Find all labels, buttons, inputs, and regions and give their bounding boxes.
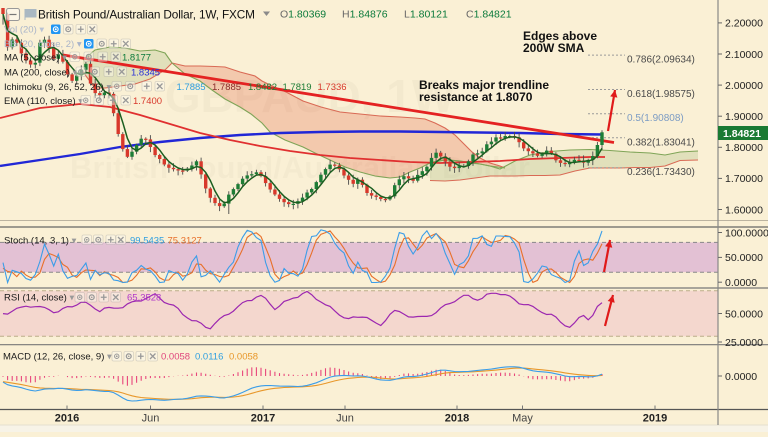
svg-text:EMA (110, close) ▾: EMA (110, close) ▾ [4, 96, 83, 107]
svg-text:2019: 2019 [643, 413, 667, 425]
svg-text:75.3127: 75.3127 [168, 236, 202, 247]
svg-text:1.90000: 1.90000 [725, 111, 763, 123]
svg-text:0.0058: 0.0058 [161, 352, 190, 363]
svg-text:Stoch (14, 3, 1) ▾: Stoch (14, 3, 1) ▾ [4, 236, 77, 247]
svg-text:1.7336: 1.7336 [318, 82, 347, 93]
svg-text:1.7400: 1.7400 [133, 96, 162, 107]
svg-text:1.7819: 1.7819 [283, 82, 312, 93]
svg-text:RSI (14, close) ▾: RSI (14, close) ▾ [4, 293, 74, 304]
svg-text:99.5435: 99.5435 [130, 236, 164, 247]
svg-text:50.0000: 50.0000 [725, 308, 763, 320]
svg-text:Vol (20) ▾: Vol (20) ▾ [4, 25, 44, 36]
svg-text:2.00000: 2.00000 [725, 80, 763, 92]
svg-text:Edges above: Edges above [523, 29, 597, 43]
svg-text:Breaks major trendline: Breaks major trendline [419, 78, 549, 92]
svg-text:O1.80369: O1.80369 [280, 9, 326, 21]
svg-text:British Pound/Australian Dolla: British Pound/Australian Dollar, 1W, FXC… [38, 8, 255, 22]
svg-text:2017: 2017 [251, 413, 275, 425]
svg-text:1.84821: 1.84821 [723, 128, 761, 140]
svg-text:2016: 2016 [55, 413, 79, 425]
svg-text:0.0000: 0.0000 [725, 371, 757, 383]
svg-text:0.786(2.09634): 0.786(2.09634) [627, 55, 695, 66]
svg-text:2018: 2018 [445, 413, 469, 425]
svg-text:1.60000: 1.60000 [725, 204, 763, 216]
svg-text:H1.84876: H1.84876 [342, 9, 388, 21]
svg-text:0.0116: 0.0116 [195, 352, 223, 363]
svg-text:1.70000: 1.70000 [725, 173, 763, 185]
svg-text:0.382(1.83041): 0.382(1.83041) [627, 137, 695, 148]
svg-text:0.618(1.98575): 0.618(1.98575) [627, 89, 695, 100]
svg-text:resistance at 1.8070: resistance at 1.8070 [419, 90, 533, 104]
svg-text:MACD (12, 26, close, 9) ▾: MACD (12, 26, close, 9) ▾ [3, 352, 112, 363]
svg-text:1.8177: 1.8177 [122, 53, 151, 64]
svg-text:1.80000: 1.80000 [725, 142, 763, 154]
svg-text:0.0058: 0.0058 [229, 352, 258, 363]
svg-text:Jun: Jun [336, 413, 354, 425]
svg-text:1.8482: 1.8482 [248, 82, 277, 93]
svg-text:L1.80121: L1.80121 [404, 9, 448, 21]
svg-text:25.0000: 25.0000 [725, 337, 763, 349]
svg-text:C1.84821: C1.84821 [466, 9, 512, 21]
svg-text:1.8345: 1.8345 [131, 68, 160, 79]
svg-text:50.0000: 50.0000 [725, 252, 763, 264]
svg-text:100.0000: 100.0000 [725, 227, 768, 239]
svg-text:Jun: Jun [142, 413, 160, 425]
svg-text:200W SMA: 200W SMA [523, 41, 585, 55]
svg-text:BB (20, close, 2) ▾: BB (20, close, 2) ▾ [4, 39, 82, 50]
svg-text:May: May [512, 413, 533, 425]
svg-text:MA (5, close) ▾: MA (5, close) ▾ [4, 53, 67, 64]
svg-text:0.236(1.73430): 0.236(1.73430) [627, 167, 695, 178]
svg-text:1.7885: 1.7885 [177, 82, 206, 93]
svg-text:MA (200, close) ▾: MA (200, close) ▾ [4, 68, 78, 79]
svg-text:Ichimoku (9, 26, 52, 26) ▾: Ichimoku (9, 26, 52, 26) ▾ [4, 82, 111, 93]
svg-text:1.7885: 1.7885 [212, 82, 241, 93]
svg-text:2.10000: 2.10000 [725, 49, 763, 61]
svg-text:0.0000: 0.0000 [725, 277, 757, 289]
svg-text:65.3528: 65.3528 [127, 293, 161, 304]
svg-text:0.5(1.90808): 0.5(1.90808) [627, 113, 684, 124]
svg-text:2.20000: 2.20000 [725, 18, 763, 30]
